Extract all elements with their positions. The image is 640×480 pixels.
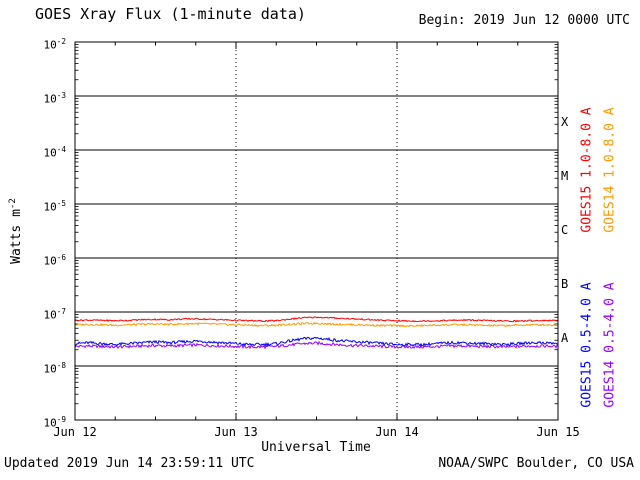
begin-label: Begin: (418, 13, 466, 28)
legend-goes14-1-0-8-0-a: GOES14 1.0-8.0 A (602, 107, 618, 233)
y-tick-label: 10-4 (43, 145, 66, 160)
flare-class-label-a: A (561, 331, 569, 345)
y-tick-label: 10-7 (43, 307, 66, 322)
legend-goes15-0-5-4-0-a: GOES15 0.5-4.0 A (579, 282, 595, 408)
chart-title: GOES Xray Flux (1-minute data) (35, 5, 306, 23)
flare-class-label-c: C (561, 223, 569, 237)
series-goes15-0-5-4-0-a (74, 336, 559, 348)
begin-time: 2019 Jun 12 0000 UTC (473, 13, 630, 28)
flare-class-label-m: M (561, 169, 569, 183)
legend-goes15-1-0-8-0-a: GOES15 1.0-8.0 A (579, 107, 595, 233)
x-tick-label: Jun 13 (214, 425, 258, 439)
y-tick-label: 10-6 (43, 253, 66, 268)
series-goes15-1-0-8-0-a (74, 316, 559, 323)
y-tick-label: 10-9 (43, 415, 66, 430)
flare-class-label-b: B (561, 277, 569, 291)
x-axis-title: Universal Time (261, 440, 371, 455)
y-tick-label: 10-5 (43, 199, 66, 214)
flare-class-label-x: X (561, 115, 569, 129)
series-goes14-1-0-8-0-a (74, 321, 559, 328)
series-goes14-0-5-4-0-a (74, 341, 559, 350)
updated-timestamp: Updated 2019 Jun 14 23:59:11 UTC (4, 456, 255, 471)
plot-frame (74, 41, 559, 421)
x-tick-label: Jun 15 (536, 425, 580, 439)
legend-goes14-0-5-4-0-a: GOES14 0.5-4.0 A (602, 282, 618, 408)
y-tick-label: 10-8 (43, 361, 66, 376)
source-credit: NOAA/SWPC Boulder, CO USA (438, 456, 634, 471)
begin-timestamp: Begin: 2019 Jun 12 0000 UTC (419, 13, 630, 28)
y-tick-label: 10-2 (43, 37, 66, 52)
x-tick-label: Jun 12 (53, 425, 97, 439)
x-tick-label: Jun 14 (375, 425, 419, 439)
y-tick-label: 10-3 (43, 91, 66, 106)
